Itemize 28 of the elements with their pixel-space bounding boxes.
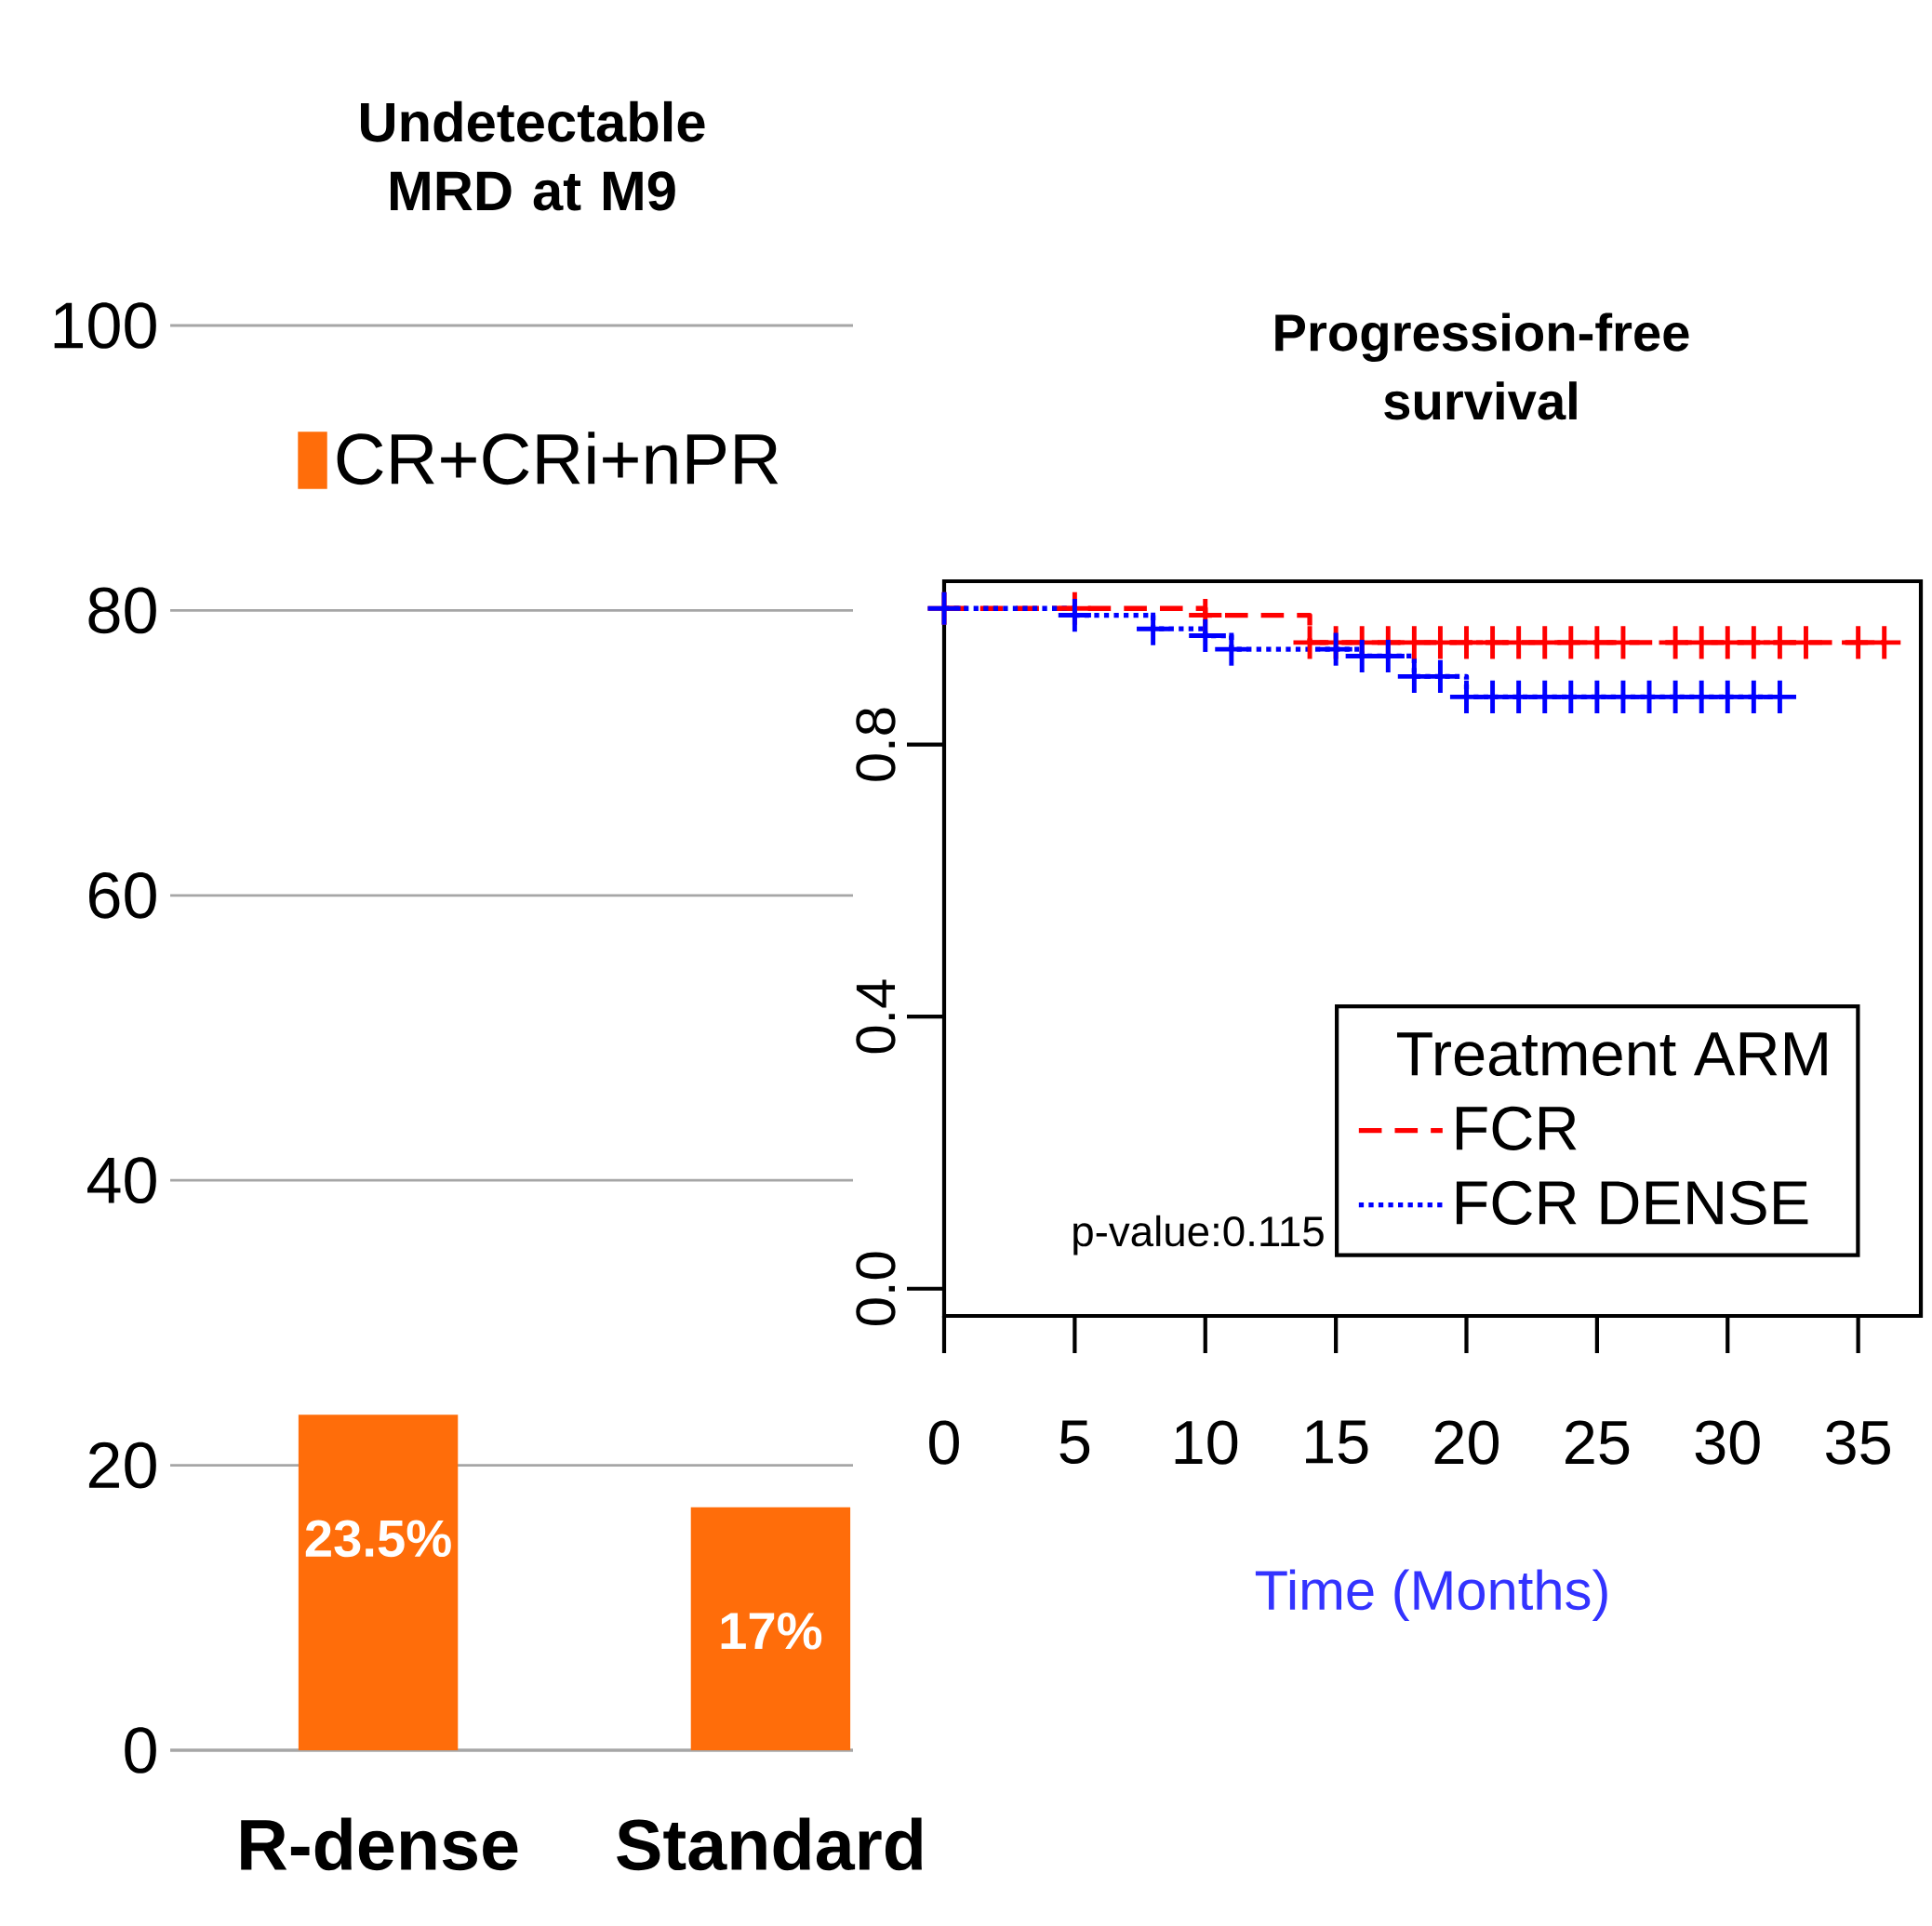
x-tick-label: 25 bbox=[1566, 1420, 1630, 1465]
legend-title: Treatment ARM bbox=[1396, 1032, 1827, 1076]
y-tick-label: 100 bbox=[54, 302, 156, 349]
x-tick-label: Standard bbox=[617, 1817, 922, 1871]
data-label: 23.5% bbox=[305, 1520, 451, 1558]
y-tick-label: 0 bbox=[125, 1727, 156, 1773]
x-tick-label: 30 bbox=[1695, 1420, 1760, 1465]
legend-label: FCR DENSE bbox=[1456, 1180, 1808, 1225]
annotation: p-value:0.115 bbox=[1073, 1215, 1324, 1255]
x-axis-title: Time (Months) bbox=[1255, 1569, 1607, 1622]
x-tick-label: 0 bbox=[929, 1420, 959, 1465]
y-tick-label: 0.4 bbox=[856, 979, 896, 1054]
x-tick-label: 10 bbox=[1175, 1420, 1238, 1465]
y-tick-label: 80 bbox=[88, 587, 156, 634]
chart-title: Progression-free survival bbox=[1275, 312, 1689, 420]
x-tick-label: 35 bbox=[1826, 1420, 1890, 1465]
legend-label: CR+CRi+nPR bbox=[337, 432, 779, 485]
y-tick-label: 60 bbox=[88, 871, 156, 919]
y-tick-label: 0.8 bbox=[856, 708, 896, 781]
chart-title: Undetectable MRD at M9 bbox=[361, 100, 705, 211]
x-tick-label: 20 bbox=[1434, 1420, 1499, 1465]
data-label: 17% bbox=[721, 1612, 822, 1650]
legend-label: FCR bbox=[1456, 1106, 1577, 1150]
x-tick-label: 5 bbox=[1059, 1420, 1090, 1465]
x-tick-label: 15 bbox=[1306, 1420, 1368, 1465]
y-tick-label: 40 bbox=[87, 1157, 156, 1204]
y-tick-label: 0.0 bbox=[856, 1252, 896, 1325]
x-tick-label: R-dense bbox=[241, 1817, 518, 1871]
